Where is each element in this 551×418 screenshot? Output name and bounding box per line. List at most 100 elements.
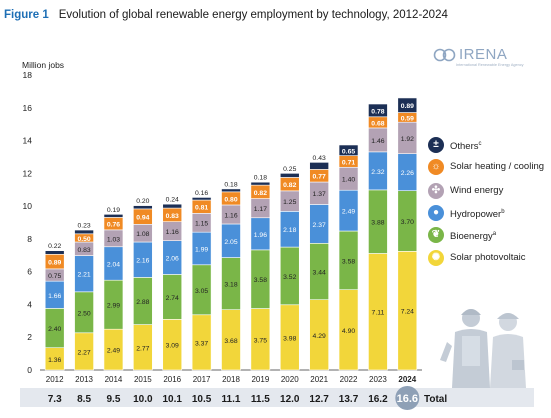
irena-logo: IRENA (433, 46, 507, 63)
irena-logo-text: IRENA (459, 46, 508, 63)
data-label: 0.59 (401, 115, 414, 122)
total-value: 10.1 (162, 394, 182, 405)
water-drop-icon: ● (428, 205, 444, 221)
data-label: 1.15 (195, 221, 208, 228)
figure-number: Figure 1 (4, 9, 49, 21)
y-tick-label: 6 (27, 267, 32, 277)
data-label: 0.81 (195, 205, 208, 212)
figure-caption: Evolution of global renewable energy emp… (58, 9, 448, 21)
data-label: 3.58 (342, 258, 355, 265)
data-label: 3.88 (371, 220, 384, 227)
bar-segment (74, 229, 94, 235)
data-label: 3.52 (283, 274, 296, 281)
data-label: 0.83 (166, 213, 179, 220)
total-value: 10.5 (192, 394, 212, 405)
figure-title: Figure 1 Evolution of global renewable en… (4, 9, 448, 21)
bars-layer (44, 97, 418, 371)
data-label: 0.76 (107, 222, 120, 229)
total-value: 16.6 (397, 393, 418, 405)
total-value: 12.7 (309, 394, 329, 405)
y-tick-label: 16 (23, 103, 33, 113)
data-label: 3.09 (166, 343, 179, 350)
legend-item: ☼ Solar heating / cooling (428, 159, 544, 175)
totals-layer: 7.3 8.5 9.5 10.0 10.1 10.5 11.1 11.5 12.0 12.7 13.… (48, 386, 447, 410)
legend-item: ✣ Wind energy (428, 183, 503, 199)
data-label: 4.90 (342, 328, 355, 335)
data-label: 3.98 (283, 335, 296, 342)
total-value: 10.0 (133, 394, 153, 405)
x-tick-label: 2017 (193, 375, 211, 384)
data-label: 0.80 (224, 196, 237, 203)
x-tick-label: 2014 (105, 375, 123, 384)
x-tick-label: 2021 (310, 375, 328, 384)
data-label: 3.05 (195, 288, 208, 295)
y-tick-label: 0 (27, 365, 32, 375)
data-label: 3.70 (401, 219, 414, 226)
data-label: 0.18 (254, 175, 267, 182)
bar-segment (338, 144, 359, 156)
workers-illustration (440, 309, 526, 388)
data-label: 3.58 (254, 277, 267, 284)
data-label: 1.46 (371, 138, 384, 145)
data-label: 0.22 (48, 243, 61, 250)
data-label: 1.37 (313, 191, 326, 198)
data-label: 0.89 (401, 103, 414, 110)
data-label: 2.26 (401, 170, 414, 177)
x-tick-label: 2019 (251, 375, 269, 384)
data-label: 1.16 (224, 212, 237, 219)
data-label: 0.16 (195, 190, 208, 197)
data-label: 0.50 (77, 236, 90, 243)
data-label: 0.23 (77, 223, 90, 230)
y-tick-label: 2 (27, 332, 32, 342)
y-tick-label: 4 (27, 299, 32, 309)
total-value: 12.0 (280, 394, 300, 405)
x-tick-label: 2022 (340, 375, 358, 384)
bar-segment (309, 162, 329, 170)
data-label: 0.43 (313, 155, 326, 162)
data-label: 1.08 (136, 231, 149, 238)
data-label: 1.96 (254, 232, 267, 239)
data-label: 7.24 (401, 309, 414, 316)
x-tick-label: 2013 (75, 375, 93, 384)
x-tick-label: 2020 (281, 375, 299, 384)
data-label: 2.50 (77, 310, 90, 317)
labels-layer: 1.36 2.27 2.49 2.77 3.09 3.37 3.68 3.75 3.98 4.29… (48, 103, 414, 364)
bar-segment (162, 203, 183, 209)
x-tick-label: 2012 (46, 375, 64, 384)
data-label: 2.40 (48, 326, 61, 333)
bar-segment (103, 214, 124, 218)
data-label: 0.89 (48, 260, 61, 267)
x-tick-label: 2024 (398, 375, 416, 384)
data-label: 2.49 (342, 209, 355, 216)
x-tick-label: 2015 (134, 375, 152, 384)
data-label: 1.40 (342, 177, 355, 184)
data-label: 2.49 (107, 348, 120, 355)
legend-label: Bioenergya (450, 231, 497, 243)
data-label: 1.17 (254, 206, 267, 213)
total-value: 11.1 (222, 394, 241, 405)
data-label: 2.32 (371, 169, 384, 176)
wind-turbine-icon: ✣ (428, 183, 444, 199)
bar-segment (279, 173, 300, 178)
data-label: 0.78 (371, 108, 384, 115)
data-label: 1.66 (48, 293, 61, 300)
total-value: 11.5 (251, 394, 270, 405)
bar-segment (368, 103, 388, 118)
data-label: 3.37 (195, 340, 208, 347)
data-label: 0.19 (107, 207, 120, 214)
data-label: 2.04 (107, 261, 120, 268)
x-tick-label: 2018 (222, 375, 240, 384)
data-label: 2.05 (224, 239, 237, 246)
chart-legend: ± Othersc ☼ Solar heating / cooling ✣ Wind en… (428, 137, 548, 282)
data-label: 0.25 (283, 166, 296, 173)
data-label: 1.36 (48, 357, 61, 364)
data-label: 3.68 (224, 338, 237, 345)
data-label: 0.75 (48, 273, 61, 280)
bar-segment (221, 188, 241, 193)
data-label: 4.29 (313, 333, 326, 340)
legend-item: ✺ Solar photovoltaic (428, 250, 526, 266)
y-tick-label: 10 (23, 201, 33, 211)
total-value: 16.2 (368, 394, 388, 405)
data-label: 0.82 (254, 190, 267, 197)
